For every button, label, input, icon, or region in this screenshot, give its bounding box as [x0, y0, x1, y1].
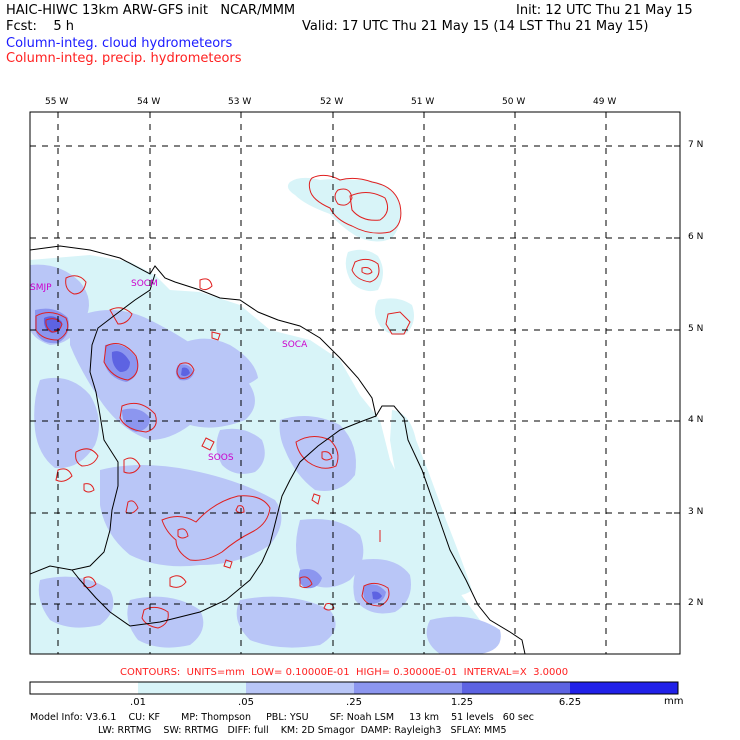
- init-time: Init: 12 UTC Thu 21 May 15: [516, 3, 693, 18]
- lon-label-54w: 54 W: [137, 97, 161, 107]
- lat-label-4n: 4 N: [688, 415, 704, 425]
- lon-label-49w: 49 W: [593, 97, 617, 107]
- colorbar-tick-4: 6.25: [558, 697, 582, 708]
- title-left-line1: HAIC-HIWC 13km ARW-GFS init NCAR/MMM: [6, 3, 296, 18]
- valid-time: Valid: 17 UTC Thu 21 May 15 (14 LST Thu …: [302, 19, 649, 34]
- contour-info: CONTOURS: UNITS=mm LOW= 0.10000E-01 HIGH…: [120, 667, 569, 678]
- lon-label-53w: 53 W: [228, 97, 252, 107]
- lon-label-50w: 50 W: [502, 97, 526, 107]
- lat-label-2n: 2 N: [688, 598, 704, 608]
- lon-label-52w: 52 W: [320, 97, 344, 107]
- station-soca: SOCA: [282, 340, 308, 350]
- model-info-line2: LW: RRTMG SW: RRTMG DIFF: full KM: 2D Sm…: [98, 725, 507, 736]
- lon-label-51w: 51 W: [411, 97, 435, 107]
- cloud-shading: [30, 112, 680, 654]
- station-socm: SOCM: [131, 279, 158, 289]
- lat-label-5n: 5 N: [688, 324, 704, 334]
- colorbar: [29, 681, 679, 695]
- colorbar-unit: mm: [664, 696, 684, 707]
- station-soos: SOOS: [208, 453, 234, 463]
- station-smjp: SMJP: [30, 283, 52, 293]
- colorbar-tick-2: .25: [346, 697, 362, 708]
- forecast-hour: Fcst: 5 h: [6, 19, 75, 34]
- model-info-line1: Model Info: V3.6.1 CU: KF MP: Thompson P…: [30, 712, 534, 723]
- lat-label-7n: 7 N: [688, 140, 704, 150]
- colorbar-tick-3: 1.25: [450, 697, 474, 708]
- colorbar-tick-0: .01: [130, 697, 146, 708]
- colorbar-tick-1: .05: [238, 697, 254, 708]
- lat-label-6n: 6 N: [688, 232, 704, 242]
- lat-label-3n: 3 N: [688, 507, 704, 517]
- legend-cloud-hydrometeors: Column-integ. cloud hydrometeors: [6, 36, 233, 51]
- legend-precip-hydrometeors: Column-integ. precip. hydrometeors: [6, 51, 242, 66]
- map-frame: [29, 111, 681, 655]
- lon-label-55w: 55 W: [45, 97, 69, 107]
